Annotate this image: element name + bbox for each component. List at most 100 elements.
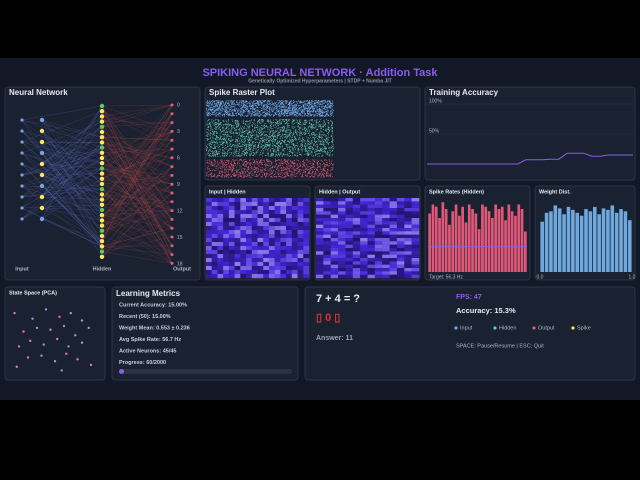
- heat-cell: [389, 228, 398, 232]
- heat-cell: [211, 274, 218, 279]
- heat-cell: [367, 254, 376, 259]
- heat-cell: [246, 222, 252, 227]
- heat-cell: [330, 244, 339, 249]
- heat-cell: [217, 198, 224, 203]
- rate-bar: [497, 209, 501, 272]
- neuron: [99, 181, 105, 187]
- pca-point: [65, 352, 68, 355]
- spike-dots: [206, 119, 334, 157]
- neuron: [20, 206, 24, 210]
- heat-cell: [268, 214, 275, 219]
- heat-cell: [251, 202, 258, 207]
- neuron: [170, 103, 174, 107]
- heat-cell: [251, 250, 258, 255]
- heat-cell: [352, 204, 361, 209]
- heat-cell: [223, 230, 230, 235]
- heat-cell: [297, 230, 304, 235]
- heat-cell: [268, 210, 275, 215]
- heat-cell: [323, 204, 331, 209]
- heat-cell: [286, 238, 293, 243]
- heat-cell: [303, 254, 310, 259]
- task-panel: [304, 286, 636, 381]
- heat-cell: [240, 270, 247, 275]
- heat-cell: [286, 270, 293, 275]
- weight-bar: [562, 214, 566, 272]
- heat-cell: [240, 226, 247, 231]
- heat-cell: [297, 262, 304, 267]
- heat-cell: [206, 218, 212, 223]
- layer-label: Hidden: [93, 266, 112, 272]
- rate-bar: [471, 209, 474, 272]
- heat-cell: [228, 210, 235, 215]
- heat-cell: [246, 258, 252, 263]
- heat-cell: [389, 274, 398, 279]
- heat-cell: [228, 230, 235, 235]
- weight-bar: [584, 209, 588, 272]
- heat-cell: [251, 210, 258, 215]
- heat-cell: [411, 228, 420, 232]
- heat-cell: [411, 211, 420, 215]
- heat-cell: [323, 198, 331, 202]
- heat-cell: [345, 231, 353, 235]
- neuron: [170, 165, 174, 169]
- heat-cell: [382, 244, 390, 249]
- heat-cell: [274, 206, 281, 211]
- heat-cell: [323, 248, 331, 252]
- y-tick-label: 100%: [429, 98, 442, 104]
- heat-cell: [246, 270, 252, 275]
- heat-cell: [286, 230, 293, 235]
- heat-cell: [345, 211, 353, 215]
- weight-bar: [579, 215, 584, 272]
- heat-cell: [338, 248, 346, 252]
- heat-cell: [206, 262, 212, 267]
- heat-cell: [228, 242, 235, 247]
- neuron: [99, 176, 105, 181]
- pca-point: [56, 337, 59, 341]
- heat-cell: [291, 242, 298, 247]
- heat-cell: [389, 214, 398, 219]
- heat-cell: [263, 202, 270, 207]
- heat-cell: [251, 274, 258, 279]
- heat-cell: [223, 258, 230, 263]
- legend-label: Spike: [577, 325, 591, 331]
- heat-cell: [228, 270, 235, 275]
- rate-bar: [514, 215, 517, 272]
- heat-cell: [223, 202, 230, 207]
- heat-cell: [263, 258, 270, 263]
- heat-cell: [257, 250, 264, 255]
- heat-cell: [268, 234, 275, 239]
- neuron: [99, 254, 105, 259]
- heat-cell: [323, 258, 331, 262]
- neuron: [99, 124, 105, 129]
- heat-cell: [323, 254, 331, 259]
- heat-cell: [246, 262, 252, 267]
- neuron: [99, 145, 105, 150]
- heat-cell: [286, 210, 293, 215]
- rate-bar: [517, 204, 521, 272]
- heat-cell: [217, 258, 224, 263]
- heat-cell: [286, 226, 293, 231]
- pca-point: [89, 363, 93, 367]
- spike-dots: [206, 100, 334, 117]
- heat-cell: [345, 234, 353, 239]
- neuron: [99, 192, 105, 197]
- heat-cell: [246, 246, 252, 251]
- heat-cell: [274, 274, 281, 279]
- heat-cell: [330, 214, 339, 219]
- neuron: [99, 109, 105, 114]
- heat-cell: [396, 208, 405, 212]
- heat-cell: [217, 270, 224, 275]
- heat-cell: [316, 238, 324, 242]
- heat-cell: [274, 266, 281, 271]
- heat-cell: [352, 234, 361, 239]
- heat-cell: [211, 202, 218, 207]
- heat-cell: [234, 274, 241, 279]
- heat-cell: [382, 224, 390, 229]
- pca-point: [22, 330, 25, 333]
- heat-cell: [280, 218, 287, 223]
- metric-line: Progress: 60/2000: [119, 360, 166, 366]
- neuron: [20, 173, 24, 177]
- heat-cell: [330, 221, 339, 225]
- heat-cell: [228, 258, 235, 263]
